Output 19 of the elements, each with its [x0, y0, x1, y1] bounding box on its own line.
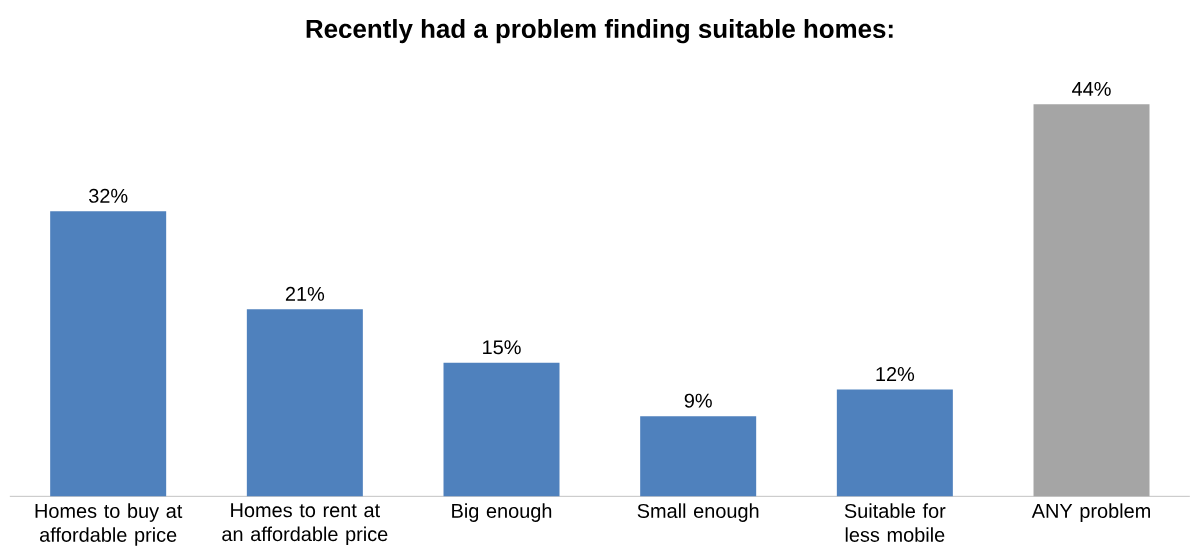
data-label: 9% — [684, 393, 712, 408]
data-label: 32% — [88, 188, 128, 203]
x-tick-label: Homes to rent at an affordable price — [222, 503, 388, 546]
data-label: 15% — [483, 340, 521, 355]
x-tick-label: Big enough — [452, 503, 552, 522]
data-label: 44% — [1072, 81, 1111, 96]
bar — [1033, 104, 1150, 497]
bar — [50, 211, 167, 497]
bar — [246, 309, 363, 497]
bar — [443, 362, 560, 497]
x-tick-label: Small enough — [637, 503, 759, 522]
chart-title: Recently had a problem finding suitable homes: — [306, 19, 893, 44]
x-tick-label: Homes to buy at affordable price — [35, 503, 183, 546]
data-label: 12% — [876, 367, 915, 382]
x-tick-label: ANY problem — [1031, 503, 1150, 522]
bar — [640, 416, 757, 497]
data-label: 21% — [285, 286, 325, 301]
bar — [836, 389, 953, 497]
x-tick-label: Suitable for less mobile — [844, 503, 946, 542]
